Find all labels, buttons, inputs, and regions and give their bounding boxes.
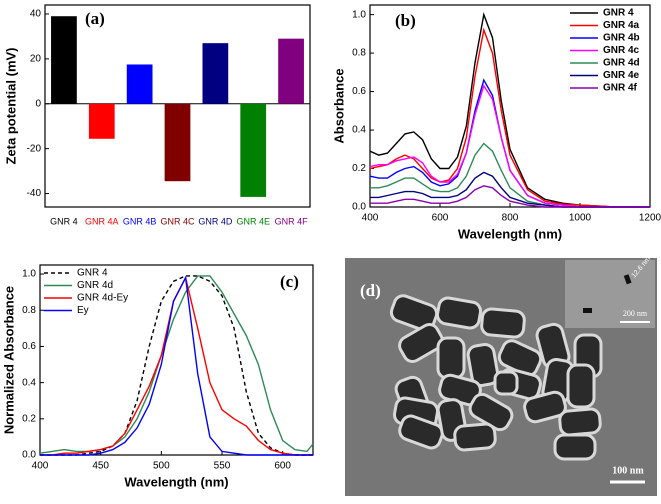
inset-rod — [583, 308, 592, 313]
y-tick-label: 0.0 — [352, 202, 366, 213]
y-tick-label: 0.8 — [22, 305, 36, 316]
y-tick-label: 0.4 — [352, 125, 366, 136]
inset — [565, 260, 655, 328]
x-tick-label: 400 — [32, 461, 49, 472]
panel-label: (a) — [85, 9, 105, 28]
y-tick-label: 0.6 — [22, 341, 36, 352]
plot-frame — [44, 4, 311, 208]
legend-label: GNR 4b — [603, 33, 640, 44]
plot-frame — [39, 264, 314, 456]
x-axis-title: Wavelength (nm) — [458, 226, 562, 241]
y-axis-title: Normalized Absorbance — [1, 286, 16, 434]
x-tick-label: 450 — [92, 461, 109, 472]
legend-label: GNR 4 — [603, 8, 634, 19]
x-tick-label: 500 — [153, 461, 170, 472]
series-line — [40, 275, 313, 456]
series-line — [370, 171, 650, 208]
x-tick-label: GNR 4 — [50, 216, 78, 226]
y-tick-label: 0.2 — [22, 413, 36, 424]
x-tick-label: GNR 4A — [85, 216, 119, 226]
x-tick-label: GNR 4D — [198, 216, 233, 226]
panel-label: (d) — [360, 281, 381, 300]
y-axis-title: Zeta potential (mV) — [3, 47, 18, 164]
legend-label: GNR 4f — [603, 83, 638, 94]
x-tick-label: GNR 4F — [275, 216, 309, 226]
legend-label: GNR 4e — [603, 70, 640, 81]
x-tick-label: GNR 4B — [123, 216, 157, 226]
y-tick-label: 0.0 — [22, 450, 36, 461]
series-line — [369, 84, 650, 208]
legend-label: GNR 4d — [77, 280, 113, 291]
bar — [51, 16, 77, 104]
bar — [164, 103, 191, 182]
x-tick-label: GNR 4E — [236, 216, 270, 226]
legend-label: GNR 4d-Ey — [77, 293, 128, 304]
x-tick-label: GNR 4C — [160, 216, 195, 226]
panel-label: (c) — [280, 272, 299, 291]
x-tick-label: 800 — [502, 213, 519, 224]
micrograph-panel: 12.6 nm 200 nm (d) 100 nm — [345, 255, 657, 496]
chart-panel: -40 -20 0 20 40 Zeta potential (mV) (a) GNR 4 GN… — [3, 4, 311, 226]
legend-label: GNR 4c — [603, 45, 640, 56]
x-tick-label: 600 — [432, 213, 449, 224]
legend-label: GNR 4 — [77, 268, 108, 279]
bar — [240, 103, 267, 197]
x-tick-label: 1000 — [569, 213, 592, 224]
legend-label: GNR 4a — [603, 20, 640, 31]
x-tick-label: 600 — [274, 461, 291, 472]
y-tick-label: 0 — [35, 98, 41, 109]
series-line — [369, 27, 650, 208]
y-tick-label: 0.2 — [352, 163, 366, 174]
y-tick-label: 0.4 — [22, 377, 36, 388]
scale-label: 100 nm — [612, 465, 644, 476]
y-axis-title: Absorbance — [331, 68, 346, 143]
chart-panel: 0.0 0.2 0.4 0.6 0.8 1.0 Normalized Absorbance (… — [1, 264, 314, 489]
series-line — [370, 185, 650, 208]
y-tick-label: 40 — [30, 9, 42, 20]
x-tick-label: 400 — [362, 213, 379, 224]
inset-rod — [623, 274, 632, 285]
bar — [126, 64, 153, 104]
series-line — [369, 11, 650, 208]
chart-panel: 0.0 0.2 0.4 0.6 0.8 1.0 Absorbance (b) 400 600 800… — [331, 4, 661, 241]
y-tick-label: 0.8 — [352, 48, 366, 59]
y-tick-label: 1.0 — [352, 9, 366, 20]
y-tick-label: 1.0 — [22, 269, 36, 280]
y-tick-label: 0.6 — [352, 86, 366, 97]
bar — [278, 38, 304, 104]
nanorods — [389, 294, 603, 461]
x-axis-title: Wavelength (nm) — [124, 474, 228, 489]
y-tick-label: 20 — [30, 54, 42, 65]
panel-label: (b) — [395, 11, 416, 30]
legend-label: Ey — [77, 305, 89, 316]
x-tick-label: 550 — [214, 461, 231, 472]
bar — [202, 43, 229, 104]
y-tick-label: -20 — [27, 143, 42, 154]
x-tick-label: 1200 — [639, 213, 661, 224]
bar — [88, 103, 115, 139]
y-tick-label: -40 — [27, 188, 42, 199]
legend-label: GNR 4d — [603, 58, 640, 69]
inset-scale-label: 200 nm — [623, 309, 648, 318]
